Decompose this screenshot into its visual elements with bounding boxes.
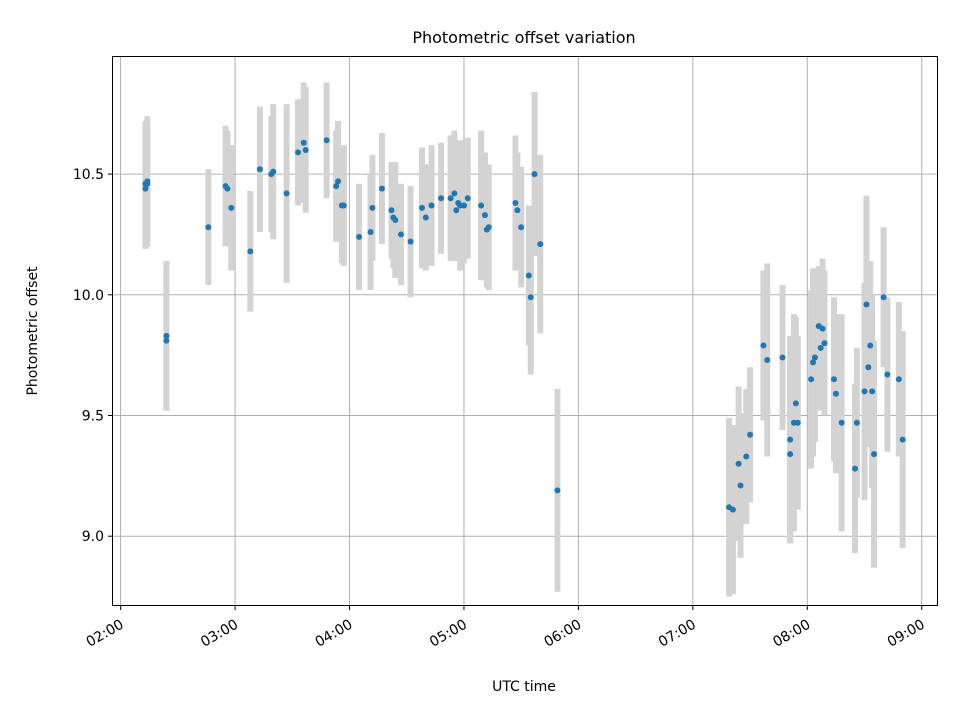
data-point <box>163 337 170 344</box>
y-tick-label: 9.0 <box>82 529 104 545</box>
data-point <box>525 272 532 279</box>
data-point <box>485 224 492 231</box>
data-point <box>787 451 794 458</box>
data-point <box>367 229 374 236</box>
data-point <box>398 231 405 238</box>
data-point <box>163 332 170 339</box>
data-point <box>527 294 534 301</box>
data-point <box>247 248 254 255</box>
data-point <box>831 376 837 383</box>
data-point <box>817 344 824 351</box>
data-point <box>224 185 231 192</box>
data-point <box>735 460 742 467</box>
data-point <box>369 204 376 211</box>
data-point <box>808 376 815 383</box>
data-point <box>729 506 736 513</box>
data-point <box>821 340 828 347</box>
data-point <box>378 185 385 192</box>
y-axis-ticks: 9.0 9.5 10.0 10.5 <box>73 167 113 545</box>
data-point <box>810 359 817 366</box>
data-point <box>899 436 906 443</box>
data-point <box>300 139 307 146</box>
data-point <box>871 451 878 458</box>
data-point <box>453 207 460 214</box>
data-point <box>787 436 794 443</box>
data-point <box>851 465 858 472</box>
y-tick-label: 10.0 <box>73 288 104 304</box>
data-point <box>743 453 750 460</box>
data-point <box>407 238 414 245</box>
data-point <box>283 190 290 197</box>
data-point <box>481 212 488 219</box>
data-point <box>419 204 425 211</box>
data-point <box>838 419 845 426</box>
data-point <box>832 390 839 397</box>
data-point <box>853 419 860 426</box>
data-point <box>811 354 818 361</box>
data-point <box>144 180 151 187</box>
data-point <box>447 195 454 202</box>
data-point <box>794 419 801 426</box>
data-point <box>295 149 302 156</box>
data-point <box>779 354 786 361</box>
y-tick-label: 9.5 <box>82 408 104 424</box>
data-point <box>531 171 538 178</box>
data-point <box>884 371 891 378</box>
data-point <box>256 166 263 173</box>
data-point <box>869 388 876 395</box>
data-point <box>340 202 347 209</box>
data-point <box>760 342 767 349</box>
y-axis-label: Photometric offset <box>25 266 41 396</box>
data-point <box>747 431 754 438</box>
data-point <box>514 207 521 214</box>
data-point <box>863 301 870 308</box>
y-tick-label: 10.5 <box>73 167 104 183</box>
data-point <box>422 214 429 221</box>
data-point <box>895 376 902 383</box>
data-point <box>388 207 395 214</box>
data-point <box>478 202 485 209</box>
data-point <box>335 178 342 185</box>
data-point <box>228 204 235 211</box>
data-point <box>356 233 363 240</box>
data-point <box>865 364 872 371</box>
data-point <box>270 168 277 175</box>
data-point <box>333 183 340 190</box>
data-point <box>861 388 868 395</box>
data-point <box>428 202 435 209</box>
chart-title: Photometric offset variation <box>412 28 635 47</box>
data-point <box>819 325 826 332</box>
data-point <box>737 482 744 489</box>
data-point <box>302 146 309 153</box>
data-point <box>142 185 149 192</box>
data-point <box>512 200 519 207</box>
data-point <box>764 356 771 363</box>
data-points <box>142 137 906 513</box>
data-point <box>392 216 399 223</box>
data-point <box>460 202 467 209</box>
data-point <box>554 487 561 494</box>
plot-area-frame <box>112 56 938 606</box>
data-point <box>867 342 874 349</box>
data-point <box>518 224 525 231</box>
data-point <box>323 137 330 144</box>
data-point <box>205 224 212 231</box>
x-axis-label: UTC time <box>492 679 556 695</box>
data-point <box>451 190 458 197</box>
data-point <box>880 294 887 301</box>
data-point <box>792 400 799 407</box>
data-point <box>537 241 544 248</box>
data-point <box>464 195 471 202</box>
data-point <box>438 195 445 202</box>
